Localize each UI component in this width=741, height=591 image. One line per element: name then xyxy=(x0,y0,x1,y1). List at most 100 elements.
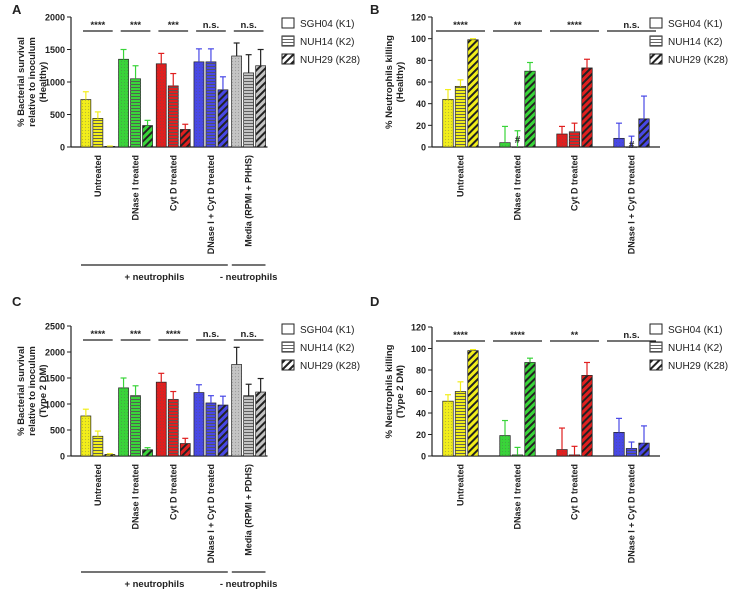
bar-pattern xyxy=(130,395,141,456)
legend-label: NUH29 (K28) xyxy=(668,361,728,372)
significance-label: n.s. xyxy=(623,330,639,341)
bar-pattern xyxy=(455,391,466,456)
bar-pattern xyxy=(467,39,479,147)
y-tick-label: 1500 xyxy=(45,374,65,384)
category-label: Media (RPMI + PDHS) xyxy=(244,464,254,556)
bar-pattern xyxy=(92,436,103,456)
category-label: Cyt D treated xyxy=(570,155,580,211)
bar-pattern xyxy=(556,134,568,147)
y-tick-label: 60 xyxy=(416,387,426,397)
y-axis-label: % Bacterial survival xyxy=(16,346,27,436)
category-label: DNase I + Cyt D treated xyxy=(206,464,216,563)
group-label: - neutrophils xyxy=(220,579,278,590)
significance-label: n.s. xyxy=(203,20,219,31)
y-tick-label: 1000 xyxy=(45,400,65,410)
bar-pattern xyxy=(613,432,625,456)
category-label: DNase I treated xyxy=(131,464,141,530)
significance-label: n.s. xyxy=(240,329,256,340)
bar-pattern xyxy=(524,71,536,147)
y-tick-label: 120 xyxy=(411,13,426,23)
y-tick-label: 2500 xyxy=(45,322,65,332)
bar-pattern xyxy=(217,405,228,456)
significance-label: ** xyxy=(514,20,522,31)
bar-pattern xyxy=(455,86,466,147)
bar-pattern xyxy=(80,415,91,456)
y-tick-label: 20 xyxy=(416,430,426,440)
y-tick-label: 2000 xyxy=(45,348,65,358)
legend-swatch xyxy=(281,323,295,335)
bar-pattern xyxy=(255,65,266,147)
bar-pattern xyxy=(581,67,593,147)
legend-label: SGH04 (K1) xyxy=(668,19,722,30)
bar-pattern xyxy=(556,449,568,456)
legend-swatch xyxy=(649,17,663,29)
y-axis-label: relative to inoculum xyxy=(27,346,38,436)
legend-swatch-pattern xyxy=(282,360,294,370)
y-axis-label: (Type 2 DM) xyxy=(395,365,406,418)
bar-pattern xyxy=(638,118,650,147)
panel-A: A 0 500 1000 1500 2000 % Bacterial survival rel… xyxy=(12,2,360,283)
significance-label: n.s. xyxy=(623,20,639,31)
bar-pattern xyxy=(231,56,242,147)
panel-label: B xyxy=(370,2,379,17)
bar-pattern xyxy=(626,147,637,148)
bar-pattern xyxy=(118,59,129,147)
hash-mark: # xyxy=(629,140,635,151)
y-tick-label: 1000 xyxy=(45,78,65,88)
category-label: Untreated xyxy=(456,155,466,197)
legend-swatch-pattern xyxy=(282,36,294,46)
legend-swatch-pattern xyxy=(282,54,294,64)
panel-label: D xyxy=(370,294,379,309)
bar-pattern xyxy=(638,443,650,456)
bar-pattern xyxy=(205,61,216,147)
legend-swatch-pattern xyxy=(650,342,662,352)
y-tick-label: 500 xyxy=(50,110,65,120)
significance-label: **** xyxy=(453,330,468,341)
category-label: DNase I + Cyt D treated xyxy=(206,155,216,254)
significance-label: **** xyxy=(90,329,105,340)
bar-pattern xyxy=(92,118,103,147)
significance-label: **** xyxy=(166,329,181,340)
legend-label: SGH04 (K1) xyxy=(300,19,354,30)
y-tick-label: 100 xyxy=(411,344,426,354)
legend-swatch-pattern xyxy=(650,36,662,46)
y-axis-label: (Type 2 DM) xyxy=(38,364,49,417)
panel-label: A xyxy=(12,2,22,17)
bar-pattern xyxy=(168,85,179,147)
category-label: DNase I treated xyxy=(513,464,523,530)
legend-label: NUH29 (K28) xyxy=(668,55,728,66)
bar-pattern xyxy=(156,382,167,456)
bar-pattern xyxy=(569,454,580,456)
category-label: Media (RPMI + PHHS) xyxy=(244,155,254,247)
y-tick-label: 500 xyxy=(50,426,65,436)
bar-pattern xyxy=(626,448,637,456)
category-label: Untreated xyxy=(456,464,466,506)
y-tick-label: 1500 xyxy=(45,45,65,55)
significance-label: n.s. xyxy=(203,329,219,340)
group-label: - neutrophils xyxy=(220,272,278,283)
bar-pattern xyxy=(243,395,254,456)
bar-pattern xyxy=(231,364,242,456)
legend-swatch xyxy=(649,323,663,335)
bar-pattern xyxy=(205,402,216,456)
y-tick-label: 60 xyxy=(416,78,426,88)
legend-label: SGH04 (K1) xyxy=(300,325,354,336)
legend-swatch-pattern xyxy=(282,342,294,352)
bar-pattern xyxy=(104,146,115,147)
group-label: + neutrophils xyxy=(124,579,184,590)
y-axis-label: (Healthy) xyxy=(395,62,406,103)
bar-pattern xyxy=(581,375,593,456)
significance-label: **** xyxy=(453,20,468,31)
legend-label: SGH04 (K1) xyxy=(668,325,722,336)
significance-label: *** xyxy=(168,20,179,31)
y-tick-label: 20 xyxy=(416,121,426,131)
y-tick-label: 40 xyxy=(416,409,426,419)
y-axis-label: % Neutrophils killing xyxy=(384,344,395,438)
significance-label: **** xyxy=(90,20,105,31)
legend-label: NUH14 (K2) xyxy=(668,343,722,354)
legend-label: NUH29 (K28) xyxy=(300,361,360,372)
category-label: Untreated xyxy=(93,464,103,506)
group-label: + neutrophils xyxy=(124,272,184,283)
bar-pattern xyxy=(193,392,204,456)
bar-pattern xyxy=(80,99,91,147)
